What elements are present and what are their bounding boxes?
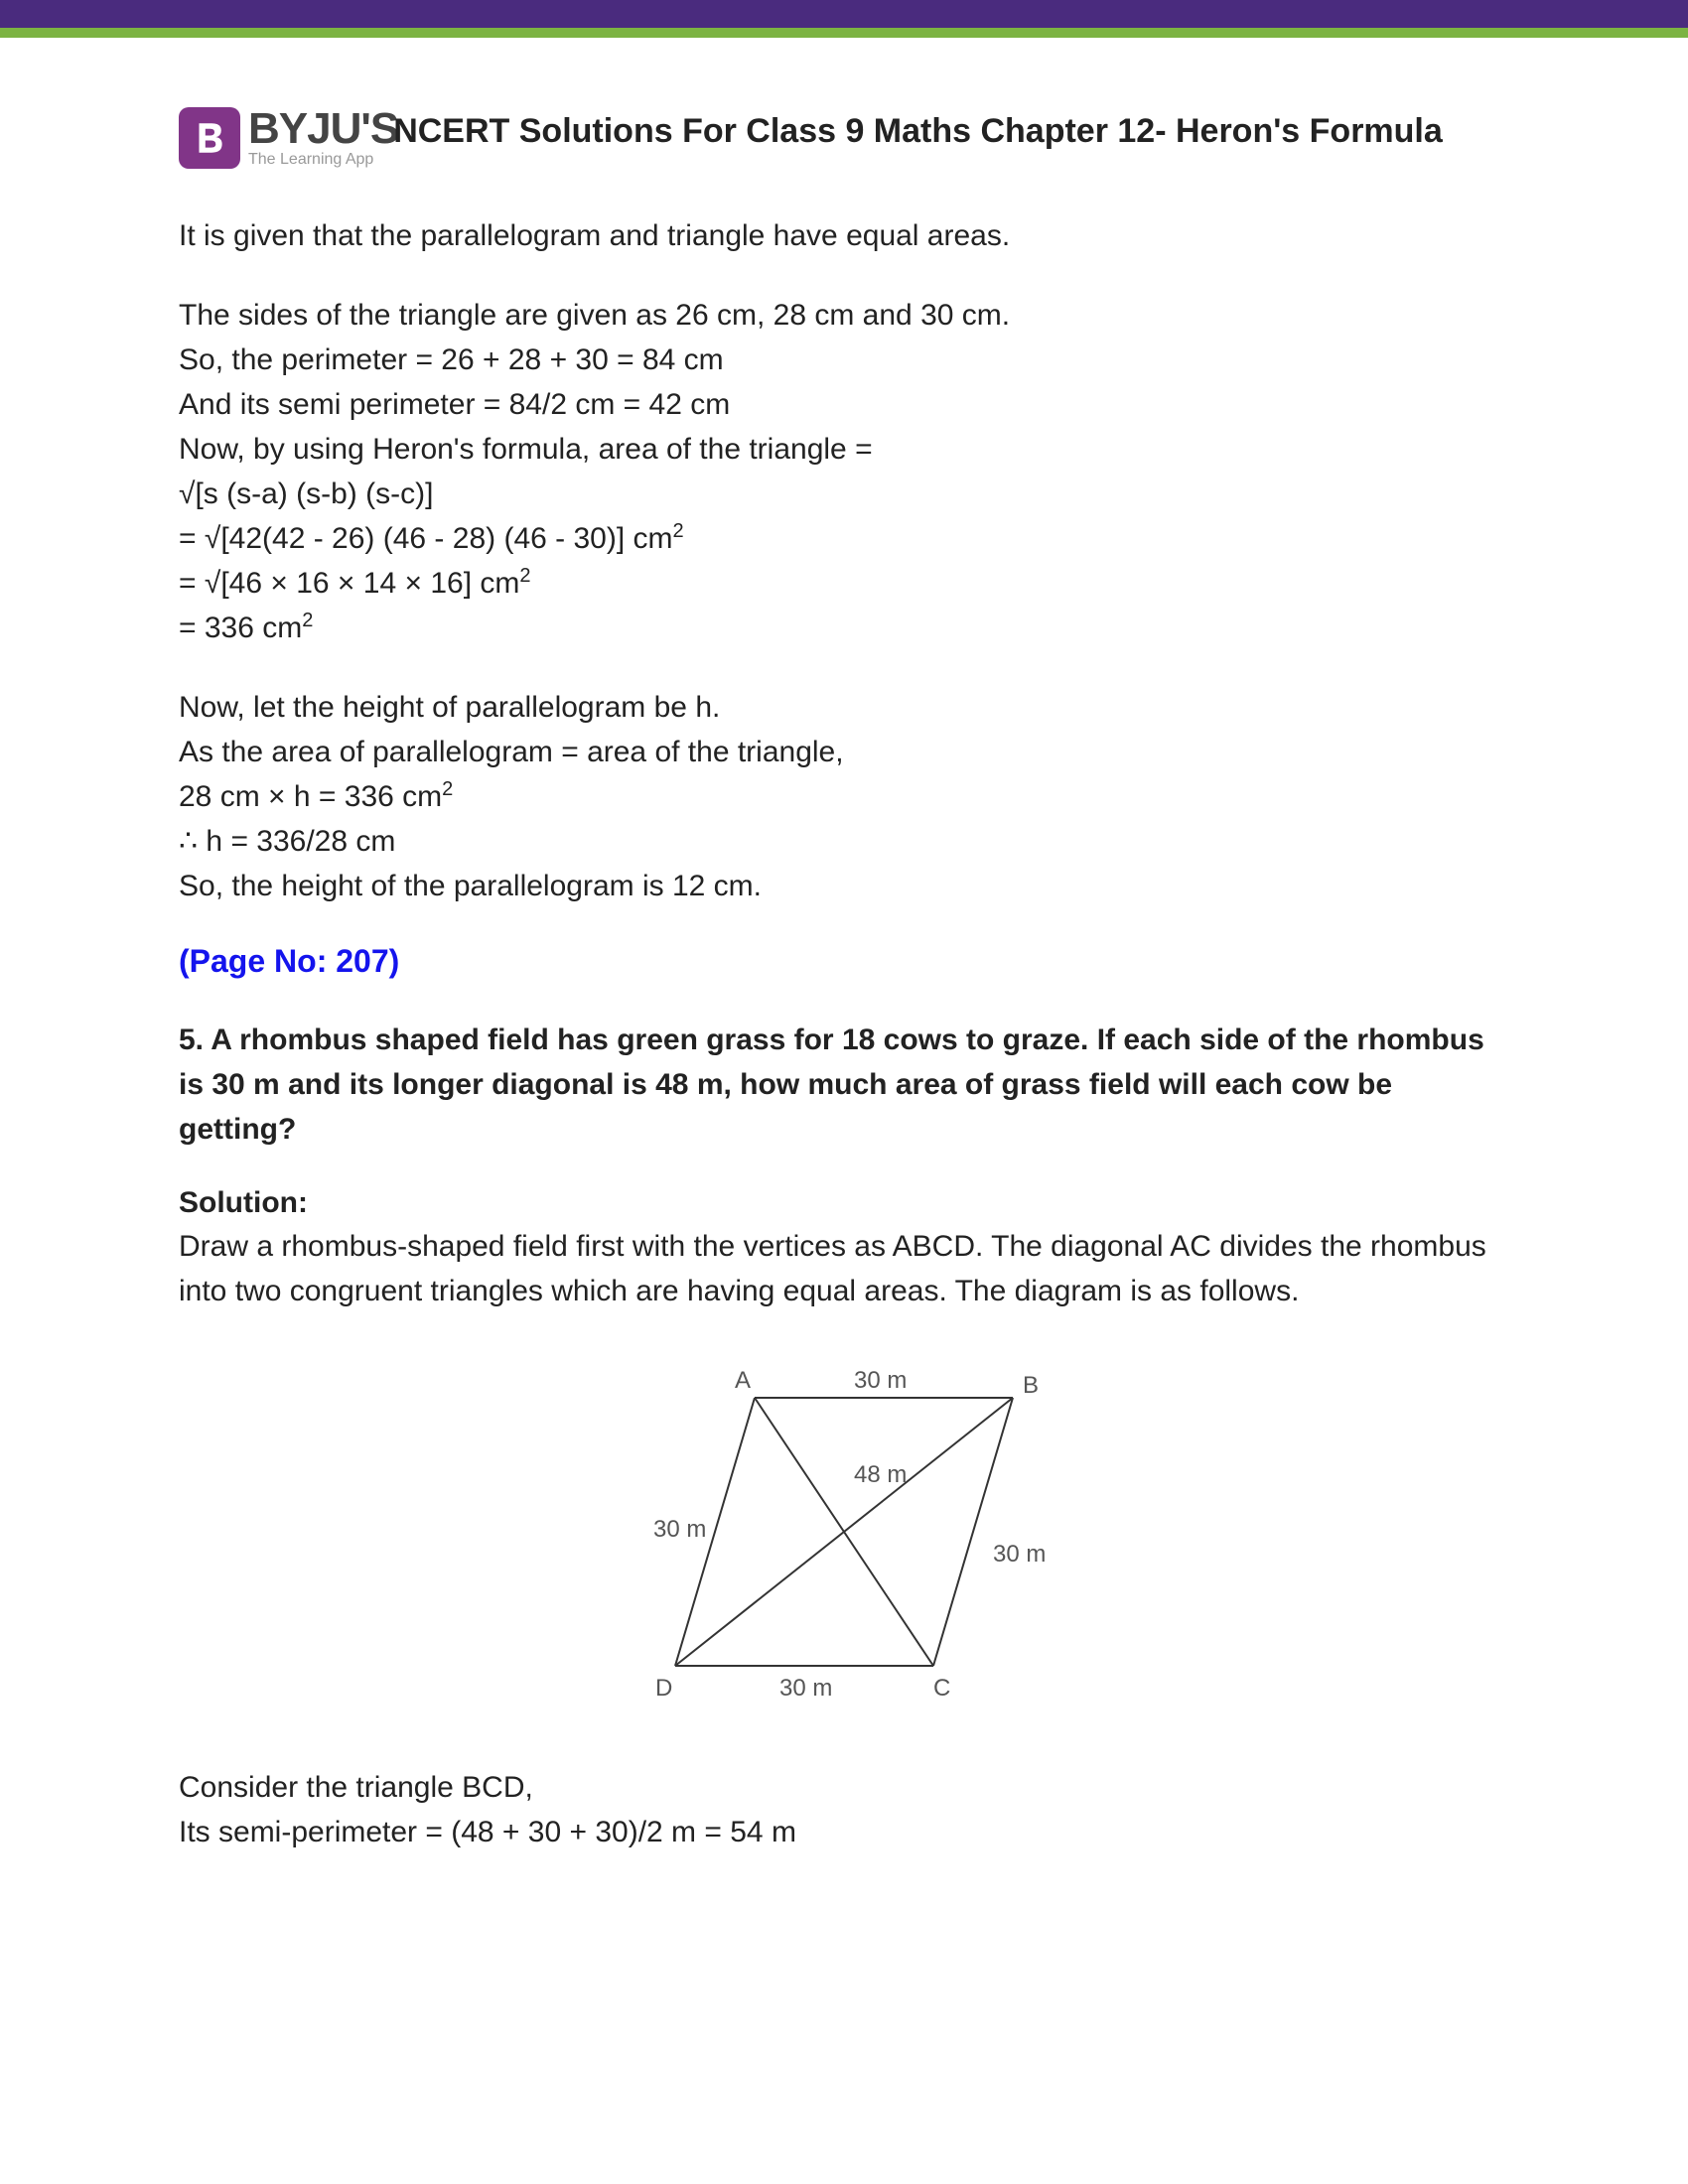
superscript: 2 bbox=[519, 565, 530, 587]
vertex-label-c: C bbox=[933, 1675, 950, 1702]
solution-block: Solution: Draw a rhombus-shaped field fi… bbox=[179, 1186, 1509, 1313]
vertex-label-d: D bbox=[655, 1675, 672, 1702]
calc-line: Now, let the height of parallelogram be … bbox=[179, 691, 720, 724]
side-label-left: 30 m bbox=[653, 1516, 706, 1543]
paragraph-calculation-3: Consider the triangle BCD, Its semi-peri… bbox=[179, 1765, 1509, 1854]
superscript: 2 bbox=[673, 520, 684, 542]
top-purple-bar bbox=[0, 0, 1688, 28]
diagonal-label: 48 m bbox=[854, 1461, 907, 1488]
calc-line: = √[46 × 16 × 14 × 16] cm bbox=[179, 567, 519, 600]
calc-line: ∴ h = 336/28 cm bbox=[179, 825, 395, 858]
page-number-label: (Page No: 207) bbox=[179, 943, 1509, 980]
rhombus-diagram: A B C D 30 m 30 m 30 m 30 m 48 m bbox=[586, 1348, 1102, 1725]
logo-text-block: BYJU'S The Learning App bbox=[248, 107, 398, 169]
calc-line: So, the perimeter = 26 + 28 + 30 = 84 cm bbox=[179, 343, 724, 376]
side-label-bottom: 30 m bbox=[779, 1675, 832, 1702]
diagonal-db bbox=[675, 1398, 1013, 1666]
top-green-bar bbox=[0, 28, 1688, 38]
calc-line: √[s (s-a) (s-b) (s-c)] bbox=[179, 478, 433, 510]
calc-line: And its semi perimeter = 84/2 cm = 42 cm bbox=[179, 388, 730, 421]
calc-line: Its semi-perimeter = (48 + 30 + 30)/2 m … bbox=[179, 1816, 796, 1848]
calc-line: As the area of parallelogram = area of t… bbox=[179, 736, 844, 768]
vertex-label-a: A bbox=[735, 1367, 751, 1394]
content-wrapper: BYJU'S The Learning App NCERT Solutions … bbox=[0, 38, 1688, 1969]
byjus-logo-icon bbox=[179, 107, 240, 169]
paragraph-intro: It is given that the parallelogram and t… bbox=[179, 213, 1509, 258]
logo-shape-icon bbox=[189, 117, 230, 159]
solution-description: Draw a rhombus-shaped field first with t… bbox=[179, 1224, 1509, 1313]
superscript: 2 bbox=[442, 778, 453, 800]
calc-line: Now, by using Heron's formula, area of t… bbox=[179, 433, 873, 466]
side-label-top: 30 m bbox=[854, 1367, 907, 1394]
question-5-text: 5. A rhombus shaped field has green gras… bbox=[179, 1018, 1509, 1152]
paragraph-calculation-1: The sides of the triangle are given as 2… bbox=[179, 293, 1509, 650]
side-label-right: 30 m bbox=[993, 1541, 1046, 1568]
calc-line: 28 cm × h = 336 cm bbox=[179, 780, 442, 813]
vertex-label-b: B bbox=[1023, 1372, 1039, 1399]
chapter-title: NCERT Solutions For Class 9 Maths Chapte… bbox=[393, 109, 1509, 155]
logo-brand-text: BYJU'S bbox=[248, 107, 398, 151]
calc-line: So, the height of the parallelogram is 1… bbox=[179, 870, 762, 902]
paragraph-calculation-2: Now, let the height of parallelogram be … bbox=[179, 685, 1509, 908]
rhombus-diagram-container: A B C D 30 m 30 m 30 m 30 m 48 m bbox=[179, 1348, 1509, 1725]
superscript: 2 bbox=[302, 610, 313, 631]
solution-label: Solution: bbox=[179, 1186, 1509, 1220]
side-bc bbox=[933, 1398, 1013, 1666]
logo-tagline-text: The Learning App bbox=[248, 151, 398, 169]
calc-line: = 336 cm bbox=[179, 612, 302, 644]
logo-block: BYJU'S The Learning App bbox=[179, 107, 398, 169]
header-row: BYJU'S The Learning App NCERT Solutions … bbox=[179, 107, 1509, 169]
calc-line: Consider the triangle BCD, bbox=[179, 1771, 533, 1804]
calc-line: = √[42(42 - 26) (46 - 28) (46 - 30)] cm bbox=[179, 522, 673, 555]
calc-line: The sides of the triangle are given as 2… bbox=[179, 299, 1010, 332]
